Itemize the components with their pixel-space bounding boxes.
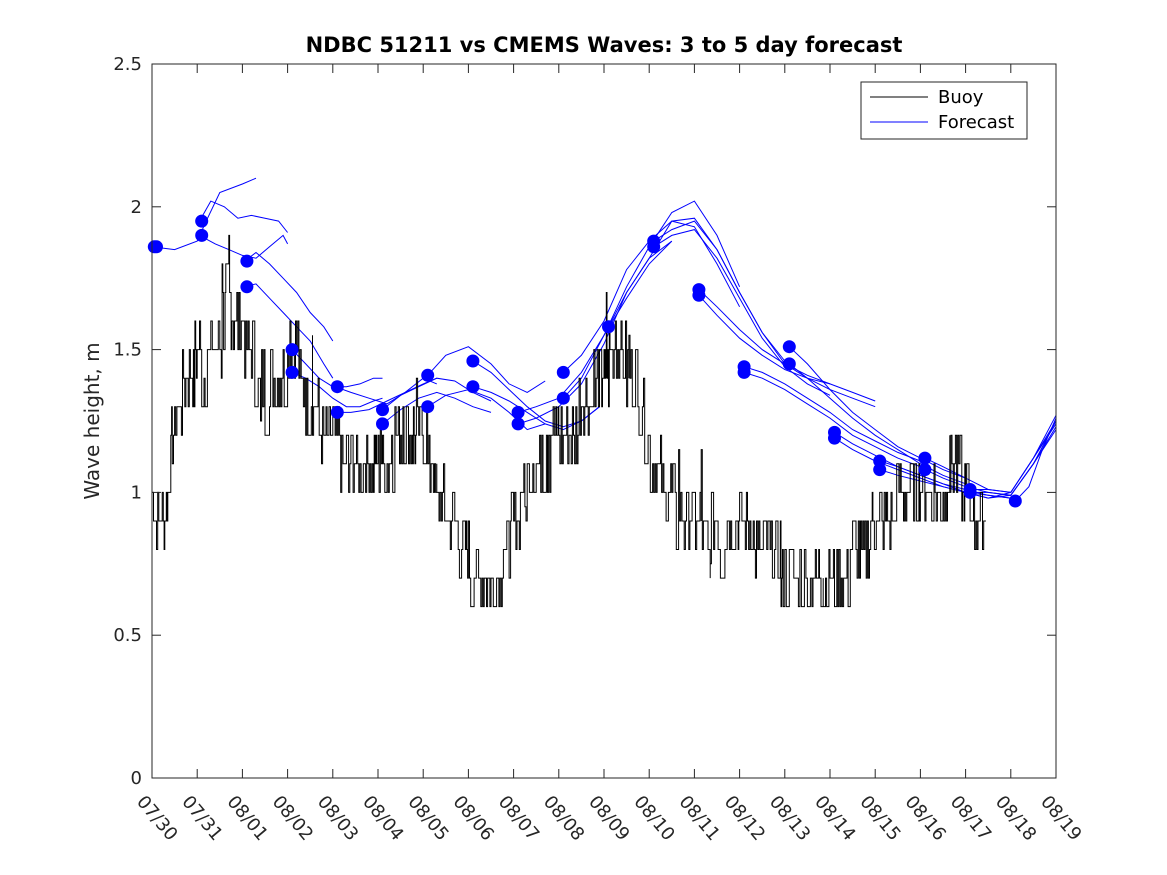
xtick-label: 08/06 [449, 792, 498, 845]
xtick-label: 08/19 [1036, 792, 1085, 845]
forecast-marker-3 [195, 228, 209, 242]
xtick-label: 08/08 [539, 792, 588, 845]
forecast-line-10 [382, 391, 492, 425]
forecast-marker-1 [150, 240, 163, 254]
ytick-label: 0 [131, 768, 142, 789]
xtick-label: 08/10 [629, 792, 678, 845]
forecast-line-1 [199, 200, 288, 233]
forecast-marker-14 [466, 354, 480, 368]
buoy-series-group [152, 234, 986, 608]
plot-background [152, 64, 1056, 778]
forecast-marker-10 [376, 403, 389, 417]
xtick-label: 08/14 [810, 792, 859, 845]
forecast-marker-28 [782, 357, 796, 371]
xtick-label: 08/07 [494, 792, 543, 845]
forecast-marker-32 [873, 463, 887, 477]
forecast-line-24 [743, 366, 921, 462]
legend-box [860, 81, 1028, 140]
buoy-line [152, 234, 986, 608]
forecast-marker-22 [647, 240, 661, 254]
forecast-marker-12 [421, 368, 435, 382]
forecast-marker-26 [737, 365, 751, 379]
ytick-label: 2.5 [113, 54, 142, 75]
forecast-marker-6 [285, 343, 299, 357]
ytick-label: 1.5 [113, 340, 142, 361]
forecast-line-11 [427, 346, 546, 393]
legend: Buoy Forecast [860, 81, 1028, 140]
forecast-marker-34 [918, 463, 932, 477]
xtick-label: 08/02 [268, 792, 317, 845]
forecast-marker-7 [285, 365, 299, 379]
forecast-marker-24 [692, 288, 706, 302]
ytick-label: 2 [131, 197, 142, 218]
xtick-label: 07/30 [132, 792, 181, 845]
forecast-marker-15 [466, 380, 480, 394]
forecast-marker-37 [1008, 494, 1022, 508]
forecast-marker-8 [330, 380, 344, 394]
y-axis-ticks: 0 0.5 1 1.5 2 2.5 [113, 54, 1056, 789]
xtick-label: 08/16 [901, 792, 950, 845]
ytick-label: 1 [131, 482, 142, 503]
forecast-line-25 [743, 371, 921, 468]
xtick-label: 08/01 [223, 792, 272, 845]
forecast-marker-group [147, 214, 1022, 508]
forecast-marker-27 [782, 340, 796, 354]
xtick-label: 08/18 [991, 792, 1040, 845]
xtick-label: 08/05 [403, 792, 452, 845]
xtick-label: 08/09 [584, 792, 633, 845]
xtick-label: 08/04 [358, 792, 407, 845]
forecast-marker-4 [240, 254, 254, 268]
xtick-label: 08/11 [675, 792, 724, 845]
forecast-marker-9 [330, 405, 344, 419]
xtick-label: 08/15 [855, 792, 904, 845]
forecast-marker-18 [556, 365, 570, 379]
forecast-line-21 [653, 229, 831, 396]
forecast-line-3 [244, 251, 334, 342]
xtick-label: 08/03 [313, 792, 362, 845]
forecast-line-34 [970, 420, 1057, 493]
forecast-marker-19 [556, 391, 570, 405]
xtick-label: 08/17 [946, 792, 995, 845]
forecast-marker-33 [918, 451, 932, 465]
chart-title: NDBC 51211 vs CMEMS Waves: 3 to 5 day fo… [306, 33, 903, 57]
plot-area [152, 64, 1056, 778]
forecast-line-4 [244, 283, 334, 379]
y-axis-label: Wave height, m [80, 342, 104, 499]
xtick-label: 08/12 [720, 792, 769, 845]
forecast-marker-5 [240, 280, 254, 294]
legend-buoy-label: Buoy [938, 87, 984, 108]
forecast-line-23 [698, 294, 876, 408]
forecast-marker-17 [511, 417, 525, 431]
ytick-label: 0.5 [113, 625, 142, 646]
forecast-line-12 [427, 389, 546, 431]
forecast-marker-30 [828, 431, 841, 445]
forecast-marker-2 [195, 214, 209, 228]
forecast-marker-16 [511, 405, 525, 419]
forecast-marker-13 [421, 400, 435, 414]
forecast-line-7 [334, 377, 437, 405]
forecast-line-15 [517, 240, 673, 413]
forecast-line-36 [1014, 417, 1057, 502]
forecast-line-20 [653, 220, 831, 385]
legend-forecast-label: Forecast [938, 112, 1014, 133]
forecast-marker-36 [963, 485, 977, 499]
forecast-marker-11 [376, 417, 389, 431]
forecast-marker-20 [602, 320, 615, 334]
xtick-label: 07/31 [177, 792, 226, 845]
xtick-label: 08/13 [765, 792, 814, 845]
